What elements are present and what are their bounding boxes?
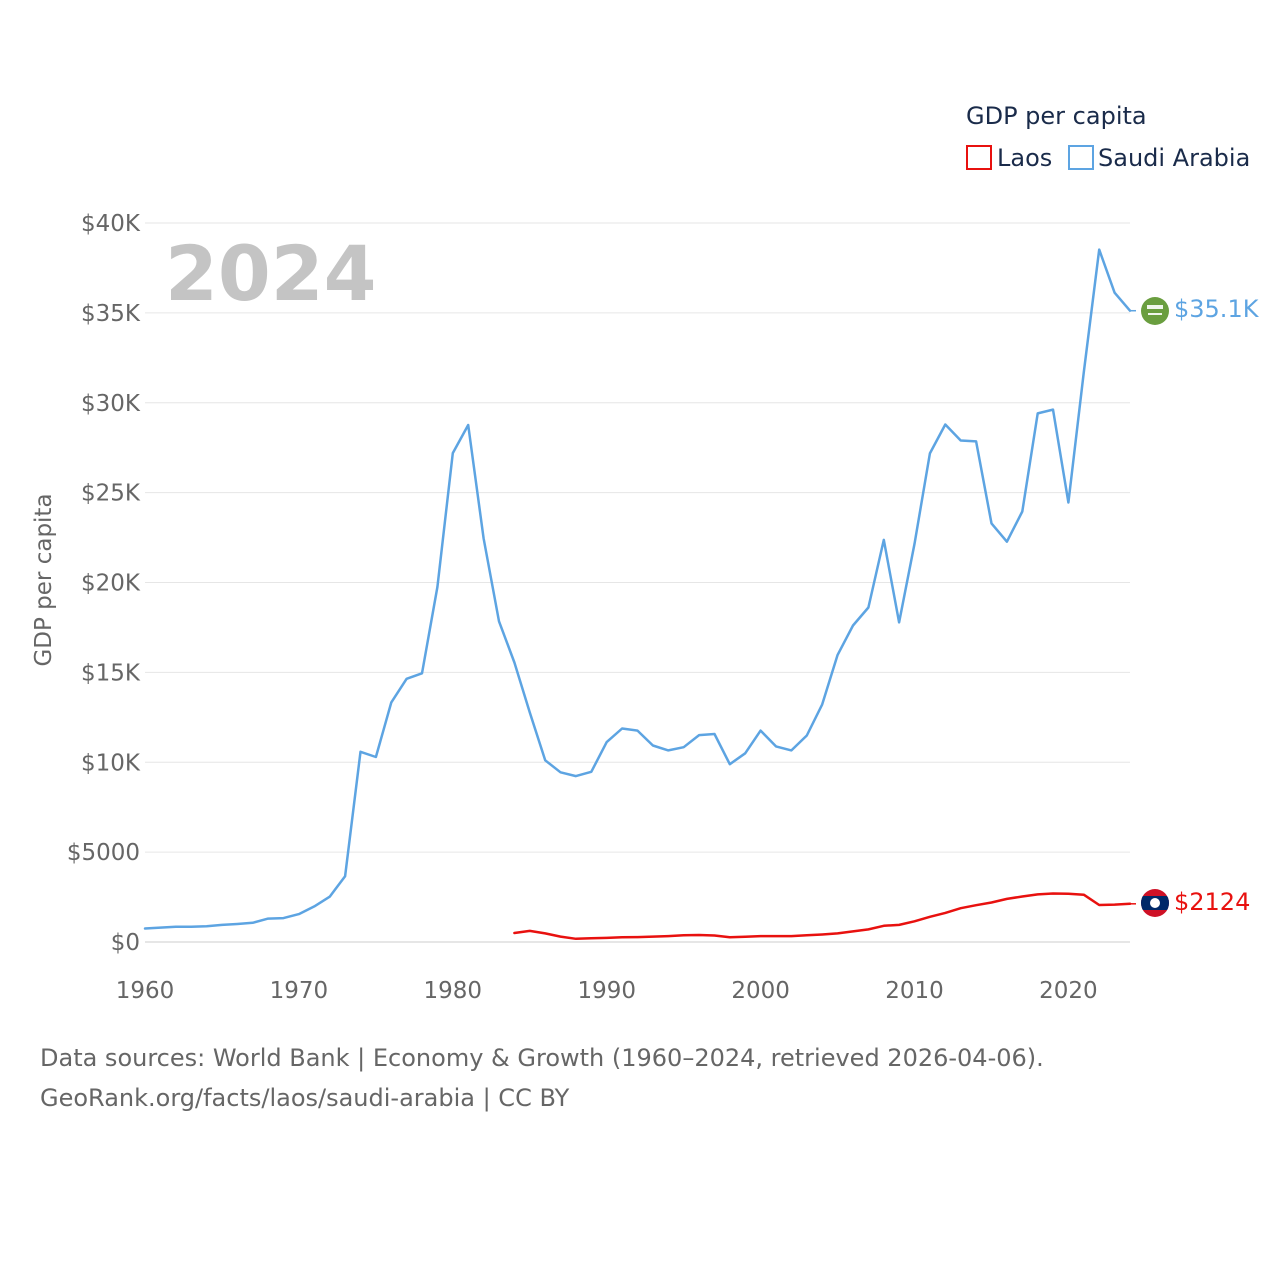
gridlines bbox=[145, 222, 1130, 943]
saudi-arabia-end-label: $35.1K bbox=[1174, 295, 1260, 323]
saudi-arabia-flag-icon bbox=[1141, 297, 1169, 325]
x-tick-label: 1960 bbox=[116, 978, 175, 1004]
y-tick-label: $5000 bbox=[67, 840, 140, 866]
y-tick-label: $25K bbox=[81, 481, 141, 507]
y-tick-label: $10K bbox=[81, 750, 141, 776]
x-tick-label: 1970 bbox=[270, 978, 329, 1004]
y-axis-label: GDP per capita bbox=[31, 493, 57, 666]
y-tick-label: $15K bbox=[81, 660, 141, 686]
laos-flag-icon bbox=[1141, 889, 1169, 917]
x-tick-label: 2020 bbox=[1039, 978, 1098, 1004]
y-axis-ticks: $0 $5000 $10K $15K $20K $25K $30K $35K $40K bbox=[67, 211, 141, 956]
footer-sources: Data sources: World Bank | Economy & Gro… bbox=[40, 1044, 1044, 1072]
series-line-saudi-arabia bbox=[143, 248, 1132, 930]
legend-label-saudi-arabia: Saudi Arabia bbox=[1098, 144, 1250, 172]
y-tick-label: $40K bbox=[81, 211, 141, 237]
x-tick-label: 2010 bbox=[885, 978, 944, 1004]
x-tick-label: 2000 bbox=[731, 978, 790, 1004]
y-tick-label: $0 bbox=[111, 930, 140, 956]
x-tick-label: 1990 bbox=[577, 978, 636, 1004]
y-tick-label: $30K bbox=[81, 391, 141, 417]
legend-label-laos: Laos bbox=[997, 144, 1052, 172]
series-line-laos bbox=[513, 892, 1132, 941]
year-watermark: 2024 bbox=[165, 229, 377, 318]
x-axis-ticks: 1960 1970 1980 1990 2000 2010 2020 bbox=[116, 978, 1098, 1004]
series-lines bbox=[143, 248, 1136, 941]
footer-attribution[interactable]: GeoRank.org/facts/laos/saudi-arabia | CC… bbox=[40, 1084, 570, 1112]
y-tick-label: $35K bbox=[81, 301, 141, 327]
legend-title: GDP per capita bbox=[966, 102, 1147, 130]
laos-end-label: $2124 bbox=[1174, 888, 1250, 916]
x-tick-label: 1980 bbox=[424, 978, 483, 1004]
legend: GDP per capita Laos Saudi Arabia bbox=[966, 102, 1250, 172]
legend-swatch-saudi-arabia bbox=[1068, 145, 1094, 170]
legend-swatch-laos bbox=[966, 145, 992, 170]
y-tick-label: $20K bbox=[81, 571, 141, 597]
